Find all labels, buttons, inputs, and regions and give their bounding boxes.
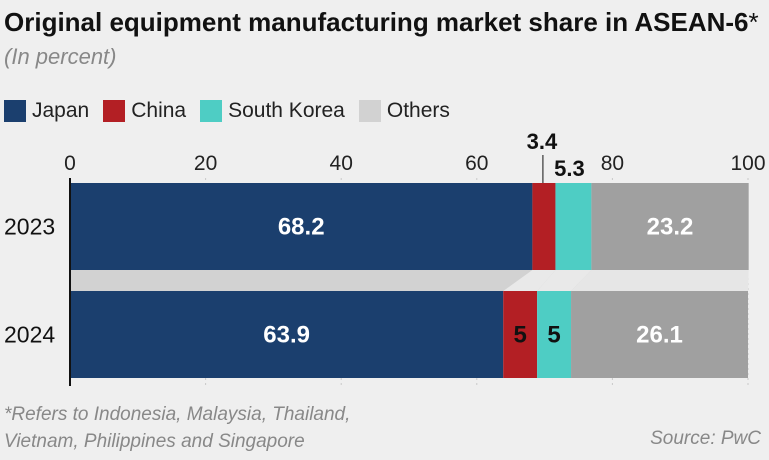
legend-swatch-china [103,100,126,122]
x-tick-label-40: 40 [330,152,353,175]
footnote-line-1: *Refers to Indonesia, Malaysia, Thailand… [4,404,351,425]
data-label-2023-china: 3.4 [527,129,558,154]
chart-title-text: Original equipment manufacturing market … [4,7,749,37]
bar-2024-south-korea [537,291,572,378]
y-label-2023: 2023 [4,214,55,240]
bar-2024-others [571,291,748,378]
legend-label-china: China [131,99,187,122]
bar-2024-japan [70,291,504,378]
x-tick-label-80: 80 [601,152,624,175]
x-tick-label-100: 100 [730,152,765,175]
x-tick-label-20: 20 [194,152,217,175]
legend: Japan China South Korea Others [4,98,464,124]
x-tick-label-0: 0 [64,152,76,175]
legend-label-others: Others [386,99,450,122]
data-label-2024-others: 26.1 [636,322,683,349]
y-label-2024: 2024 [4,322,55,348]
bar-2023-japan [70,183,533,270]
chart-title: Original equipment manufacturing market … [4,6,764,73]
bar-2024-china [503,291,538,378]
connector-south-korea [537,270,592,291]
data-label-2023-others: 23.2 [647,214,694,241]
bar-2023-china [532,183,556,270]
bar-2023-south-korea [555,183,592,270]
connector-others [571,270,749,291]
legend-swatch-south-korea [200,100,223,122]
legend-item-others: Others [358,99,450,123]
unit-label: (In percent) [4,44,117,69]
source-note: Source: PwC [650,428,761,449]
legend-item-china: China [103,99,186,123]
data-label-2023-south-korea: 5.3 [554,156,585,181]
legend-item-japan: Japan [4,99,89,123]
footnote: *Refers to Indonesia, Malaysia, Thailand… [4,401,350,455]
connector-china [503,270,556,291]
x-tick-label-60: 60 [465,152,488,175]
legend-item-south-korea: South Korea [200,99,345,123]
legend-label-south-korea: South Korea [228,99,345,122]
legend-swatch-others [358,100,381,122]
legend-swatch-japan [4,100,26,122]
legend-label-japan: Japan [32,99,90,122]
footnote-line-2: Vietnam, Philippines and Singapore [4,431,305,452]
bar-2023-others [591,183,749,270]
data-label-2024-south-korea: 5 [547,322,560,349]
data-label-2024-china: 5 [514,322,527,349]
title-asterisk: * [748,7,759,37]
data-label-2024-japan: 63.9 [263,322,310,349]
data-label-2023-japan: 68.2 [278,214,325,241]
